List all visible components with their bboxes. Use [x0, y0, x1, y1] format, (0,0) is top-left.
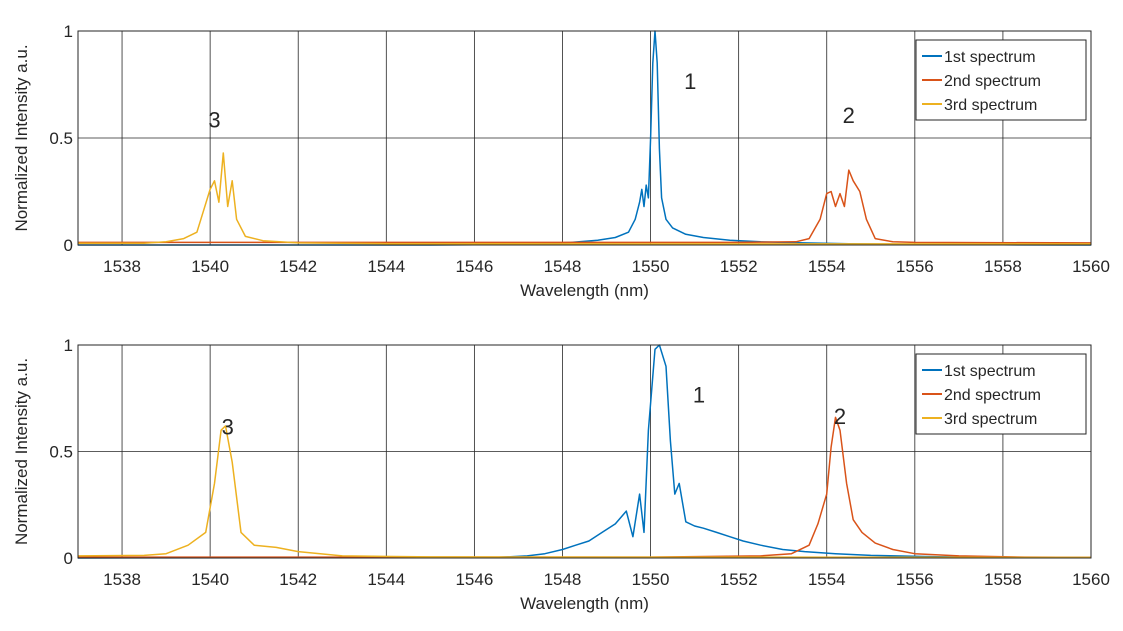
x-tick-label: 1544 — [367, 257, 405, 276]
x-tick-label: 1554 — [808, 257, 846, 276]
x-tick-label: 1538 — [103, 257, 141, 276]
y-tick-label: 0.5 — [49, 129, 73, 148]
y-tick-label: 0.5 — [49, 443, 73, 462]
legend: 1st spectrum 2nd spectrum 3rd spectrum — [915, 353, 1087, 435]
peak-annotation: 2 — [843, 103, 855, 128]
x-tick-label: 1550 — [632, 570, 670, 589]
x-tick-label: 1540 — [191, 257, 229, 276]
y-tick-label: 0 — [64, 549, 73, 568]
y-axis-label: Normalized Intensity a.u. — [12, 358, 31, 545]
series-line-2 — [78, 169, 1092, 244]
x-tick-label: 1556 — [896, 570, 934, 589]
x-tick-label: 1554 — [808, 570, 846, 589]
x-tick-label: 1552 — [720, 570, 758, 589]
x-tick-label: 1560 — [1072, 570, 1110, 589]
x-tick-label: 1552 — [720, 257, 758, 276]
legend: 1st spectrum 2nd spectrum 3rd spectrum — [915, 39, 1087, 121]
x-tick-label: 1548 — [544, 570, 582, 589]
x-tick-label: 1560 — [1072, 257, 1110, 276]
x-tick-label: 1546 — [455, 570, 493, 589]
y-tick-label: 1 — [64, 22, 73, 41]
peak-annotation: 3 — [208, 107, 220, 132]
series-line-1 — [77, 344, 1092, 559]
series-line-3 — [78, 152, 1091, 245]
x-tick-label: 1544 — [367, 570, 405, 589]
y-tick-label: 1 — [64, 336, 73, 355]
series-line-3 — [77, 425, 1092, 559]
chart-panel-2: 1538 1540 1542 1544 1546 1548 1550 1552 1554 1556… — [12, 336, 1110, 613]
legend-label: 2nd spectrum — [944, 387, 1041, 404]
x-tick-label: 1558 — [984, 570, 1022, 589]
x-tick-label: 1542 — [279, 570, 317, 589]
y-axis-label: Normalized Intensity a.u. — [12, 44, 31, 231]
x-tick-label: 1550 — [632, 257, 670, 276]
x-tick-label: 1556 — [896, 257, 934, 276]
axes-box — [77, 344, 1092, 559]
legend-box — [915, 39, 1087, 121]
x-axis-label: Wavelength (nm) — [520, 594, 649, 613]
axes-box — [77, 30, 1092, 246]
series-line-2 — [78, 416, 1092, 559]
legend-box — [915, 353, 1087, 435]
chart-panel-1: 1538 1540 1542 1544 1546 1548 1550 1552 1554 1556… — [12, 22, 1110, 300]
x-tick-label: 1548 — [544, 257, 582, 276]
peak-annotation: 2 — [834, 404, 846, 429]
legend-label: 2nd spectrum — [944, 73, 1041, 90]
legend-label: 3rd spectrum — [944, 97, 1037, 114]
x-tick-label: 1538 — [103, 570, 141, 589]
legend-label: 3rd spectrum — [944, 411, 1037, 428]
x-axis-label: Wavelength (nm) — [520, 281, 649, 300]
peak-annotation: 3 — [222, 414, 234, 439]
x-tick-label: 1542 — [279, 257, 317, 276]
y-tick-label: 0 — [64, 236, 73, 255]
x-tick-label: 1558 — [984, 257, 1022, 276]
legend-label: 1st spectrum — [944, 363, 1036, 380]
peak-annotation: 1 — [684, 69, 696, 94]
legend-label: 1st spectrum — [944, 49, 1036, 66]
x-tick-label: 1546 — [455, 257, 493, 276]
peak-annotation: 1 — [693, 383, 705, 408]
x-tick-label: 1540 — [191, 570, 229, 589]
